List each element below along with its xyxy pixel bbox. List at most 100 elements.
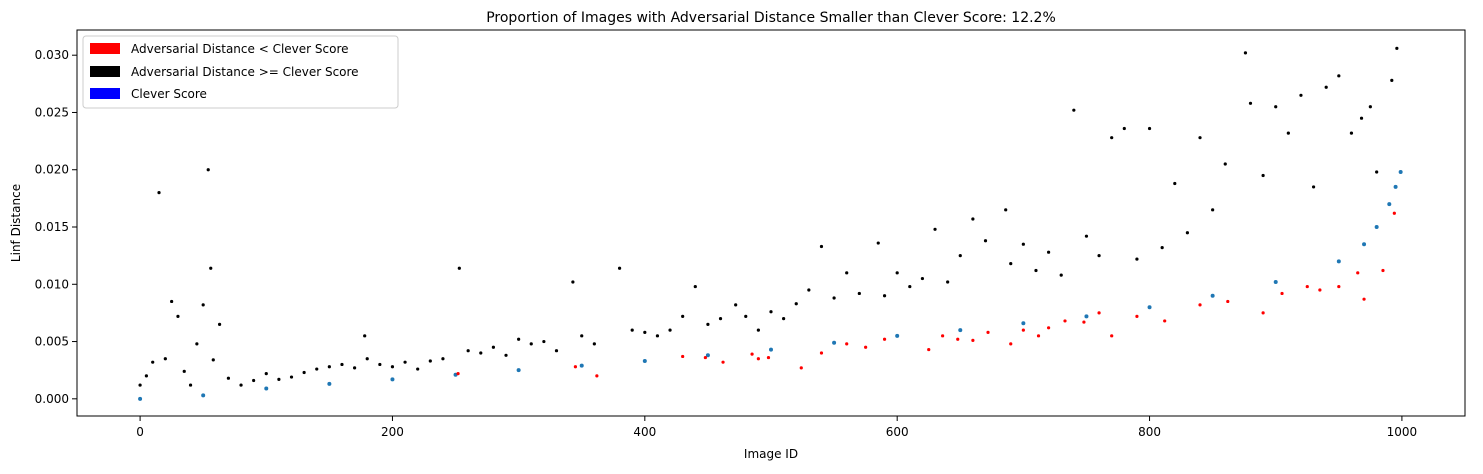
adversarial-distance-clever-score-point bbox=[1135, 257, 1139, 261]
y-tick-label: 0.020 bbox=[35, 163, 69, 177]
x-tick-label: 800 bbox=[1138, 425, 1161, 439]
adversarial-distance-clever-score-point bbox=[138, 383, 142, 387]
legend-box bbox=[82, 35, 399, 109]
legend-label-red: Adversarial Distance < Clever Score bbox=[131, 42, 349, 56]
adversarial-distance-clever-score-point bbox=[832, 296, 836, 300]
clever-score-point bbox=[390, 377, 395, 382]
clever-score-point bbox=[1021, 321, 1026, 326]
clever-score-point bbox=[201, 393, 206, 398]
adversarial-distance-clever-score-point bbox=[1004, 208, 1008, 212]
adversarial-distance-clever-score-point bbox=[457, 266, 461, 270]
adversarial-distance-clever-score-point bbox=[1318, 288, 1322, 292]
adversarial-distance-clever-score-point bbox=[188, 383, 193, 387]
adversarial-distance-clever-score-point bbox=[217, 322, 222, 326]
adversarial-distance-clever-score-point bbox=[933, 227, 937, 231]
adversarial-distance-clever-score-point bbox=[1009, 342, 1013, 346]
clever-score-point bbox=[895, 333, 900, 338]
adversarial-distance-clever-score-point bbox=[668, 328, 672, 332]
adversarial-distance-clever-score-point bbox=[1135, 314, 1139, 318]
clever-score-point bbox=[1387, 202, 1392, 207]
adversarial-distance-clever-score-point bbox=[819, 244, 824, 249]
adversarial-distance-clever-score-point bbox=[971, 217, 975, 221]
adversarial-distance-clever-score-point bbox=[941, 334, 945, 338]
adversarial-distance-clever-score-point bbox=[239, 383, 243, 387]
adversarial-distance-clever-score-point bbox=[721, 360, 725, 364]
adversarial-distance-clever-score-point bbox=[876, 241, 880, 245]
adversarial-distance-clever-score-point bbox=[882, 294, 887, 298]
legend-label-black: Adversarial Distance >= Clever Score bbox=[131, 65, 359, 79]
adversarial-distance-clever-score-point bbox=[1362, 297, 1366, 301]
adversarial-distance-clever-score-point bbox=[416, 367, 420, 371]
adversarial-distance-clever-score-point bbox=[1021, 242, 1025, 246]
adversarial-distance-clever-score-point bbox=[226, 376, 231, 380]
legend-swatch-red bbox=[90, 43, 120, 54]
adversarial-distance-clever-score-point bbox=[580, 334, 584, 338]
adversarial-distance-clever-score-point bbox=[170, 299, 174, 304]
clever-score-point bbox=[769, 347, 773, 352]
adversarial-distance-clever-score-point bbox=[340, 362, 344, 367]
adversarial-distance-clever-score-point bbox=[289, 375, 294, 379]
adversarial-distance-clever-score-point bbox=[176, 314, 180, 318]
adversarial-distance-clever-score-point bbox=[1375, 170, 1379, 174]
adversarial-distance-clever-score-point bbox=[1337, 74, 1341, 78]
adversarial-distance-clever-score-point bbox=[529, 342, 533, 346]
adversarial-distance-clever-score-point bbox=[819, 351, 824, 355]
x-axis: 0 200 400 600 800 1000 bbox=[136, 416, 1417, 439]
adversarial-distance-clever-score-point bbox=[1147, 126, 1152, 131]
adversarial-distance-clever-score-point bbox=[1381, 268, 1385, 273]
adversarial-distance-clever-score-point bbox=[1305, 284, 1309, 289]
clever-score-point bbox=[958, 328, 963, 333]
adversarial-distance-clever-score-point bbox=[983, 239, 988, 243]
adversarial-distance-clever-score-point bbox=[573, 365, 578, 369]
adversarial-distance-clever-score-point bbox=[1110, 136, 1114, 140]
adversarial-distance-clever-score-point bbox=[1299, 93, 1303, 97]
adversarial-distance-clever-score-point bbox=[1021, 328, 1025, 332]
adversarial-distance-clever-score-point bbox=[799, 366, 803, 370]
adversarial-distance-clever-score-point bbox=[211, 358, 215, 362]
adversarial-distance-clever-score-point bbox=[315, 367, 319, 371]
y-tick-label: 0.010 bbox=[35, 277, 69, 291]
adversarial-distance-clever-score-point bbox=[144, 374, 148, 378]
adversarial-distance-clever-score-point bbox=[277, 377, 281, 381]
adversarial-distance-clever-score-point bbox=[327, 365, 331, 369]
adversarial-distance-clever-score-point bbox=[554, 349, 559, 353]
adversarial-distance-clever-score-point bbox=[630, 328, 634, 332]
adversarial-distance-clever-score-point bbox=[920, 276, 925, 281]
plot-points bbox=[138, 46, 1403, 401]
adversarial-distance-clever-score-point bbox=[1198, 303, 1202, 307]
adversarial-distance-clever-score-point bbox=[1349, 131, 1354, 135]
adversarial-distance-clever-score-point bbox=[956, 337, 960, 341]
adversarial-distance-clever-score-point bbox=[195, 342, 199, 346]
clever-score-point bbox=[327, 381, 332, 386]
clever-score-point bbox=[1147, 305, 1152, 310]
adversarial-distance-clever-score-point bbox=[1160, 246, 1164, 250]
adversarial-distance-clever-score-point bbox=[206, 168, 210, 172]
adversarial-distance-clever-score-point bbox=[895, 271, 899, 275]
adversarial-distance-clever-score-point bbox=[157, 191, 161, 195]
legend: Adversarial Distance < Clever Score Adve… bbox=[82, 35, 399, 109]
legend-swatch-black bbox=[90, 66, 120, 77]
x-tick-label: 1000 bbox=[1387, 425, 1418, 439]
clever-score-point bbox=[579, 363, 584, 368]
clever-score-point bbox=[642, 359, 647, 364]
adversarial-distance-clever-score-point bbox=[1324, 85, 1328, 89]
adversarial-distance-clever-score-point bbox=[466, 349, 470, 353]
adversarial-distance-clever-score-point bbox=[756, 328, 760, 332]
adversarial-distance-clever-score-point bbox=[706, 322, 710, 326]
adversarial-distance-clever-score-point bbox=[1274, 105, 1278, 109]
clever-score-point bbox=[264, 386, 269, 391]
adversarial-distance-clever-score-point bbox=[1163, 319, 1167, 323]
adversarial-distance-clever-score-point bbox=[1110, 334, 1114, 338]
adversarial-distance-clever-score-point bbox=[1286, 131, 1290, 135]
adversarial-distance-clever-score-point bbox=[946, 280, 950, 284]
adversarial-distance-clever-score-point bbox=[864, 345, 868, 349]
adversarial-distance-clever-score-point bbox=[353, 366, 357, 370]
legend-label-blue: Clever Score bbox=[131, 87, 207, 101]
adversarial-distance-clever-score-point bbox=[1034, 268, 1038, 273]
x-tick-label: 200 bbox=[381, 425, 404, 439]
y-axis: 0.000 0.005 0.010 0.015 0.020 0.025 0.030 bbox=[35, 48, 77, 406]
adversarial-distance-clever-score-point bbox=[1248, 101, 1253, 105]
adversarial-distance-clever-score-point bbox=[845, 271, 849, 275]
adversarial-distance-clever-score-point bbox=[857, 291, 861, 296]
